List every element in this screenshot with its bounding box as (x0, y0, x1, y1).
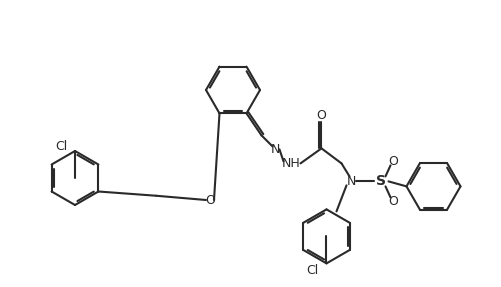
Text: O: O (389, 155, 398, 168)
Text: Cl: Cl (55, 139, 67, 152)
Text: O: O (317, 109, 327, 122)
Text: NH: NH (282, 157, 301, 170)
Text: O: O (389, 195, 398, 208)
Text: Cl: Cl (307, 264, 319, 277)
Text: N: N (271, 143, 280, 156)
Text: N: N (347, 175, 356, 188)
Text: S: S (376, 174, 386, 188)
Text: O: O (205, 193, 215, 207)
